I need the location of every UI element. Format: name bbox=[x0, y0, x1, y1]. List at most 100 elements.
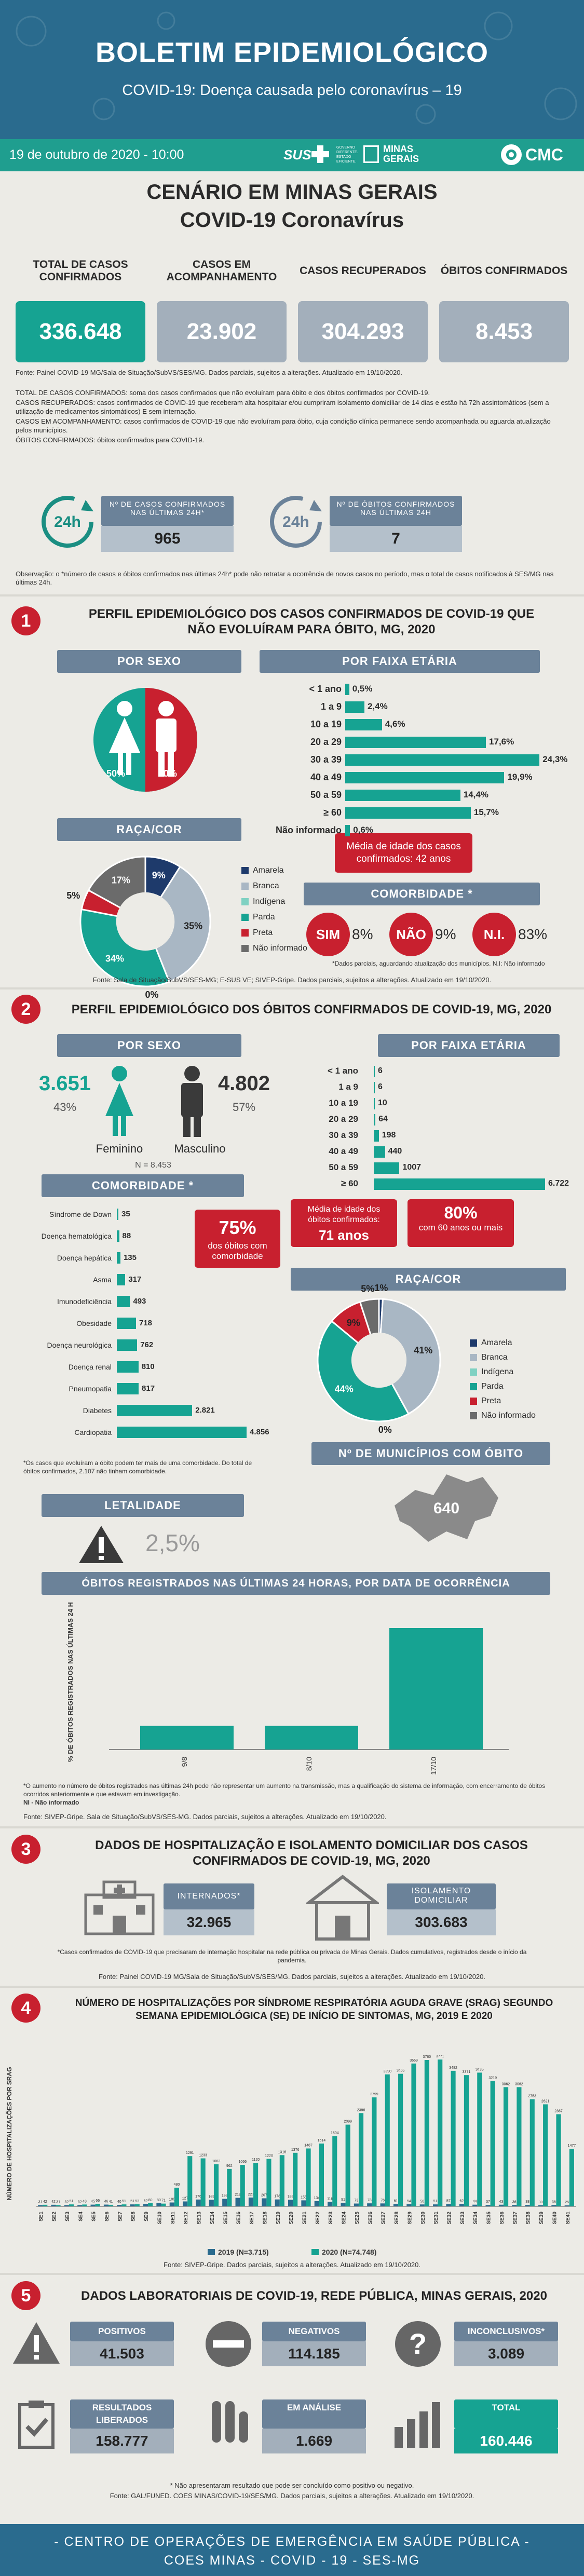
svg-text:?: ? bbox=[409, 2327, 427, 2360]
srag-tick-label: SE3 bbox=[65, 2212, 71, 2221]
srag-bar bbox=[332, 2136, 337, 2206]
srag-value-label: 1804 bbox=[331, 2132, 339, 2135]
virus-pattern bbox=[16, 11, 577, 125]
comorb-value: 35 bbox=[121, 1210, 130, 1218]
age-label: 40 a 49 bbox=[329, 1146, 358, 1156]
comorb-bar bbox=[117, 1318, 136, 1329]
srag-value-label: 2799 bbox=[370, 2093, 378, 2096]
kpi-label: CASOS RECUPERADOS bbox=[300, 265, 426, 277]
srag-value-label: 40 bbox=[117, 2200, 121, 2204]
age-value: 17,6% bbox=[489, 737, 514, 747]
srag-bar bbox=[372, 2097, 377, 2206]
legend-swatch bbox=[470, 1383, 477, 1390]
comorb-bar bbox=[117, 1209, 118, 1220]
s2-mean-age-box: Média de idade dos óbitos confirmados: 7… bbox=[291, 1199, 397, 1247]
srag-bar bbox=[464, 2075, 469, 2206]
srag-bar bbox=[398, 2073, 403, 2206]
kpi-source: Fonte: Painel COVID-19 MG/Sala de Situaç… bbox=[16, 369, 403, 376]
age-label: 20 a 29 bbox=[310, 737, 342, 747]
srag-tick-label: SE31 bbox=[433, 2212, 439, 2225]
srag-bar bbox=[103, 2204, 109, 2206]
comorb-bar bbox=[117, 1405, 193, 1416]
lab-value: 1.669 bbox=[262, 2429, 366, 2453]
s1-source: Fonte: Sala de Situação/SubVS/SES-MG; E-… bbox=[92, 976, 492, 984]
srag-bar bbox=[148, 2203, 153, 2206]
section-2-number: 2 bbox=[11, 995, 40, 1024]
age-value: 24,3% bbox=[542, 754, 568, 764]
kpi-value: 336.648 bbox=[16, 301, 145, 362]
section-2-title: PERFIL EPIDEMIOLÓGICO DOS ÓBITOS CONFIRM… bbox=[71, 1002, 552, 1016]
s2-masc-value: 4.802 bbox=[218, 1072, 270, 1095]
srag-value-label: 176 bbox=[195, 2195, 201, 2199]
srag-bar bbox=[406, 2204, 412, 2206]
srag-value-label: 73 bbox=[354, 2199, 358, 2203]
kpi-value: 304.293 bbox=[298, 301, 428, 362]
srag-value-label: 62 bbox=[144, 2199, 148, 2203]
srag-bar bbox=[248, 2197, 254, 2206]
srag-value-label: 2367 bbox=[554, 2109, 563, 2113]
srag-tick-label: SE21 bbox=[302, 2212, 307, 2225]
s2-raca-title: RAÇA/COR bbox=[291, 1268, 566, 1291]
srag-value-label: 1066 bbox=[238, 2160, 247, 2164]
lab-label: POSITIVOS bbox=[70, 2322, 174, 2341]
srag-tick-label: SE40 bbox=[552, 2212, 558, 2225]
srag-value-label: 46 bbox=[104, 2200, 108, 2204]
minas-gerais-logo: MINAS GERAIS bbox=[383, 144, 419, 164]
srag-bar bbox=[293, 2152, 298, 2206]
srag-bar bbox=[385, 2074, 390, 2206]
age-bar bbox=[374, 1146, 385, 1158]
comorb-value: 810 bbox=[141, 1362, 155, 1371]
srag-bar bbox=[306, 2148, 311, 2206]
srag-bar bbox=[411, 2063, 416, 2206]
srag-bar bbox=[187, 2156, 193, 2206]
srag-bar bbox=[525, 2205, 530, 2206]
srag-bar bbox=[490, 2081, 495, 2206]
lab-value: 160.446 bbox=[454, 2429, 558, 2453]
s2-let-value: 2,5% bbox=[145, 1529, 200, 1556]
srag-value-label: 100 bbox=[169, 2198, 175, 2202]
srag-value-label: 71 bbox=[161, 2199, 166, 2203]
srag-value-label: 1120 bbox=[252, 2158, 260, 2162]
srag-value-label: 219 bbox=[235, 2193, 241, 2197]
srag-bar bbox=[354, 2203, 359, 2206]
daily-tick-label: 17/10 bbox=[429, 1757, 438, 1775]
srag-bar bbox=[503, 2087, 509, 2206]
srag-bar bbox=[262, 2198, 267, 2206]
legend-label: Não informado bbox=[481, 1411, 536, 1420]
pie-label: 17% bbox=[112, 875, 130, 885]
y-axis-label: % DE ÓBITOS REGISTRADOS NAS ÚLTIMAS 24 H bbox=[66, 1602, 74, 1762]
age-value: 0,6% bbox=[353, 825, 373, 835]
age-bar bbox=[345, 684, 349, 695]
srag-bar bbox=[38, 2205, 43, 2206]
srag-value-label: 32 bbox=[64, 2201, 69, 2204]
header: BOLETIM EPIDEMIOLÓGICO COVID-19: Doença … bbox=[0, 0, 584, 139]
srag-bar bbox=[446, 2204, 451, 2206]
srag-value-label: 155 bbox=[301, 2195, 307, 2199]
definition-text: TOTAL DE CASOS CONFIRMADOS: soma dos cas… bbox=[16, 389, 430, 397]
comorb-value: 718 bbox=[139, 1319, 152, 1327]
cases-24h-value: 965 bbox=[101, 526, 234, 552]
daily-tick-label: 8/10 bbox=[305, 1757, 313, 1771]
pie-label: 9% bbox=[347, 1318, 360, 1328]
legend-swatch bbox=[470, 1339, 477, 1347]
srag-bar bbox=[538, 2205, 544, 2206]
s2-comorb-note: *Os casos que evoluíram a óbito podem te… bbox=[23, 1459, 252, 1475]
legend-label: Preta bbox=[481, 1397, 501, 1405]
lab-label: TOTAL bbox=[454, 2399, 558, 2429]
srag-value-label: 3482 bbox=[449, 2066, 457, 2070]
srag-value-label: 31 bbox=[38, 2201, 43, 2204]
srag-value-label: 3062 bbox=[515, 2082, 523, 2086]
scenario-subtitle: COVID-19 Coronavírus bbox=[180, 209, 404, 232]
comorb-value: 317 bbox=[128, 1275, 142, 1284]
srag-bar bbox=[569, 2149, 574, 2206]
srag-value-label: 38 bbox=[525, 2200, 529, 2204]
s2-daily-title: ÓBITOS REGISTRADOS NAS ÚLTIMAS 24 HORAS,… bbox=[42, 1572, 550, 1595]
srag-tick-label: SE18 bbox=[262, 2212, 268, 2225]
house-icon bbox=[306, 1875, 379, 1941]
s2-mun-title: Nº DE MUNICÍPIOS COM ÓBITO bbox=[311, 1442, 550, 1465]
srag-bar bbox=[174, 2188, 179, 2206]
s2-mean-age-label: Média de idade dos óbitos confirmados: bbox=[307, 1205, 381, 1224]
s1-sex-icons bbox=[75, 685, 215, 797]
s2-masc-pct: 57% bbox=[232, 1101, 256, 1114]
kpi-label: ÓBITOS CONFIRMADOS bbox=[440, 265, 568, 277]
